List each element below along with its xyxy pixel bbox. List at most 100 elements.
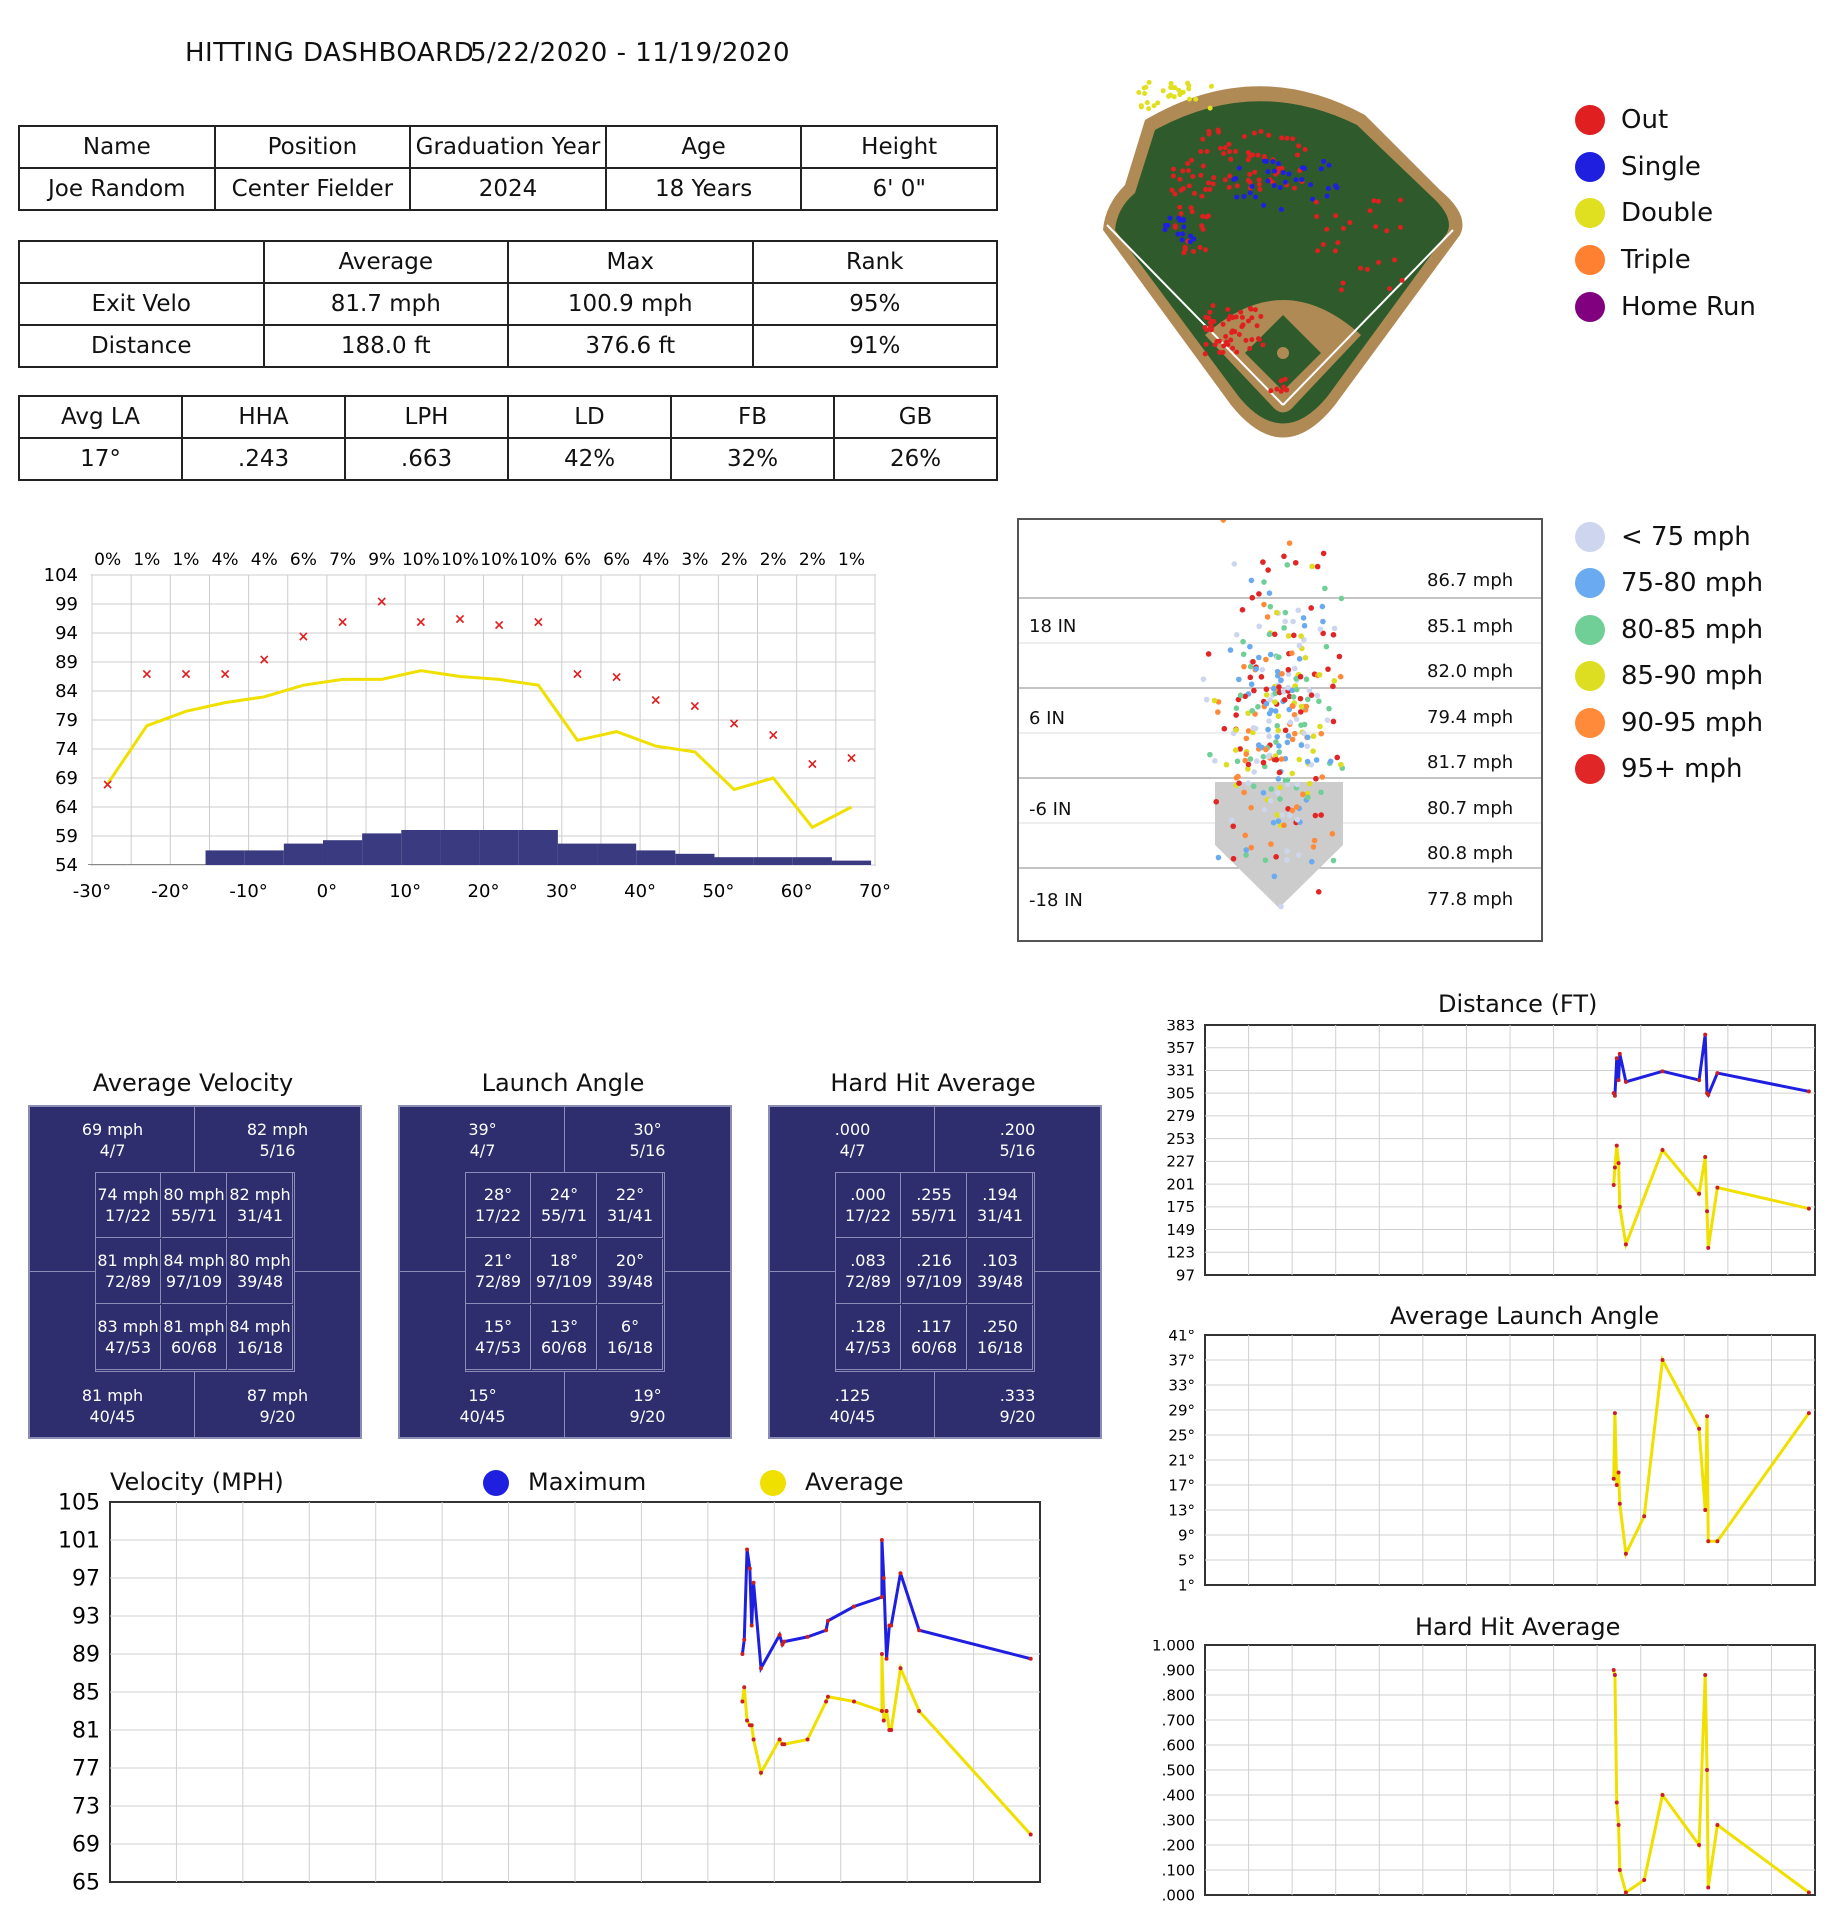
pitch-dot xyxy=(1242,693,1248,700)
hit-dot xyxy=(1176,87,1182,93)
pitch-dot xyxy=(1305,794,1311,801)
hit-dot xyxy=(1279,135,1285,141)
zone-cell-count: 40/45 xyxy=(89,1407,136,1426)
batted-value: .243 xyxy=(181,437,346,481)
y-tick-label: 357 xyxy=(1166,1039,1195,1057)
pitch-dot xyxy=(1248,681,1255,688)
legend-home-run: Home Run xyxy=(1575,292,1756,322)
pitch-dot xyxy=(1252,725,1259,732)
speed-dot-icon xyxy=(1575,708,1605,738)
hit-dot xyxy=(1391,257,1397,263)
hit-dot xyxy=(1266,132,1272,138)
y-tick-label: 69 xyxy=(72,1833,100,1858)
pitch-dot xyxy=(1318,730,1325,737)
data-point xyxy=(884,1656,889,1661)
pitch-dot xyxy=(1300,791,1306,798)
pitch-dot xyxy=(1274,723,1281,729)
legend-label: Out xyxy=(1621,105,1669,135)
data-point xyxy=(740,1652,745,1656)
hit-dot xyxy=(1371,198,1377,204)
hit-dot xyxy=(1340,280,1346,286)
zone-cell-value: 83 mph xyxy=(97,1317,159,1336)
pitch-dot xyxy=(1284,781,1291,788)
zone-grid: 74 mph 17/22 80 mph 55/71 82 mph 31/41 81 mph 7… xyxy=(28,1105,362,1439)
hit-dot xyxy=(1220,321,1226,327)
pitch-dot xyxy=(1291,632,1297,639)
stats-header-rank: Rank xyxy=(751,240,998,284)
hard-hit-chart-title: Hard Hit Average xyxy=(1415,1613,1621,1641)
zone-inner-cell: 21° 72/89 xyxy=(466,1239,531,1304)
zone-corner-cell: .000 4/7 xyxy=(780,1119,925,1161)
pitch-dot xyxy=(1304,743,1311,750)
pitch-dot xyxy=(1295,852,1302,858)
zone-cell-count: 97/109 xyxy=(905,1272,963,1291)
data-point xyxy=(1617,1868,1622,1872)
legend-label: 75-80 mph xyxy=(1621,568,1764,598)
x-tick-label: 0° xyxy=(317,881,337,902)
hit-dot xyxy=(1245,150,1251,156)
histogram-bar xyxy=(440,830,480,865)
hit-dot xyxy=(1278,388,1284,394)
zone-cell-value: 69 mph xyxy=(81,1120,144,1139)
hit-dot xyxy=(1211,175,1217,181)
pitch-dot xyxy=(1284,857,1290,863)
hit-dot xyxy=(1261,202,1267,208)
stats-cell: 81.7 mph xyxy=(262,282,509,326)
hit-dot xyxy=(1249,337,1255,343)
pitch-dot xyxy=(1276,654,1282,661)
pitch-dot xyxy=(1237,692,1244,699)
zone-cell-value: .200 xyxy=(999,1120,1036,1139)
zone-cell-count: 31/41 xyxy=(606,1206,654,1225)
hit-dot xyxy=(1268,388,1274,394)
zone-inner-cell: 84 mph 16/18 xyxy=(228,1305,293,1370)
hit-dot xyxy=(1167,215,1173,221)
histogram-bar xyxy=(714,857,754,865)
x-tick-label: 30° xyxy=(546,881,578,902)
pitch-dot xyxy=(1285,733,1292,739)
hit-dot xyxy=(1179,237,1185,243)
max-velocity-marker: × xyxy=(689,699,701,715)
pitch-dot xyxy=(1309,563,1315,570)
data-point xyxy=(879,1595,884,1599)
legend-average: Average xyxy=(805,1468,904,1496)
zone-speed: 85.1 mph xyxy=(1427,616,1514,637)
histogram-bar xyxy=(518,830,558,865)
pitch-dot xyxy=(1241,663,1247,670)
legend-speed-lt75: < 75 mph xyxy=(1575,522,1751,552)
hit-dot xyxy=(1198,172,1204,178)
data-point xyxy=(745,1718,750,1723)
pitch-dot xyxy=(1233,631,1240,638)
pitch-dot xyxy=(1314,692,1321,699)
speed-dot-icon xyxy=(1575,568,1605,598)
zone-inner-cell: .128 47/53 xyxy=(836,1305,901,1370)
pitch-dot xyxy=(1233,727,1239,733)
pitch-dot xyxy=(1258,674,1265,680)
pitch-dot xyxy=(1315,889,1322,895)
data-point xyxy=(898,1571,903,1576)
hit-dot xyxy=(1187,233,1193,239)
pitch-dot xyxy=(1233,705,1240,712)
hit-dot xyxy=(1286,171,1292,177)
pitch-dot xyxy=(1319,774,1326,780)
zone-inner-cell: .255 55/71 xyxy=(902,1173,967,1238)
data-point xyxy=(751,1580,756,1585)
data-point xyxy=(1660,1793,1665,1797)
pitch-dot xyxy=(1316,672,1323,678)
series-line xyxy=(1612,1669,1810,1895)
zone-height-chart: 18 IN 6 IN -6 IN -18 IN 86.7 mph 85.1 mp… xyxy=(1017,517,1543,942)
pitch-dot xyxy=(1284,739,1291,746)
hit-dot xyxy=(1291,185,1297,191)
batted-header: GB xyxy=(833,395,998,439)
pitch-dot xyxy=(1289,770,1296,777)
y-tick-label: 105 xyxy=(58,1491,100,1516)
pitch-dot xyxy=(1323,643,1330,650)
hit-dot xyxy=(1364,266,1370,272)
hit-dot xyxy=(1260,342,1266,348)
pitch-dot xyxy=(1326,705,1332,712)
zone-label-neg18in: -18 IN xyxy=(1029,890,1083,911)
zone-cell-count: 47/53 xyxy=(474,1338,522,1357)
pitch-dot xyxy=(1256,654,1262,661)
y-tick-label: 64 xyxy=(55,797,78,818)
bin-percent-label: 4% xyxy=(642,550,669,570)
pitch-dot xyxy=(1296,642,1303,649)
